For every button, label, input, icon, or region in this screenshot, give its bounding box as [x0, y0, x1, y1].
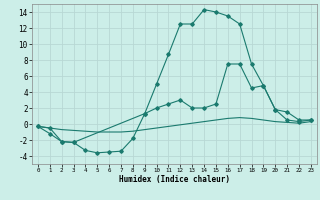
X-axis label: Humidex (Indice chaleur): Humidex (Indice chaleur) [119, 175, 230, 184]
